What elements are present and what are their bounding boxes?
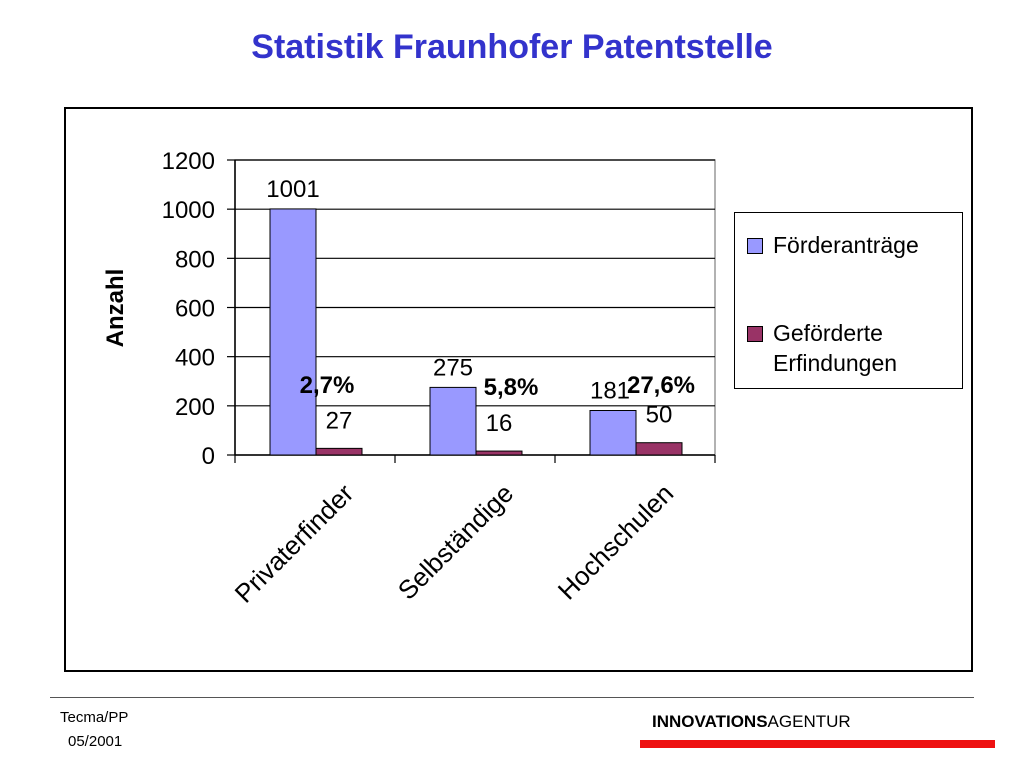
legend-swatch-foerderantraege [747,238,763,254]
chart-legend: Förderanträge Geförderte Erfindungen [734,212,963,389]
data-label: 181 [590,378,630,405]
brand-bar [640,740,995,748]
percentage-annotation: 27,6% [627,372,695,399]
x-tick-label: Privaterfinder [229,478,360,609]
bar [475,450,523,456]
bar [635,442,683,456]
x-tick-label: Selbständige [392,478,520,606]
footer-date: 05/2001 [68,733,123,750]
y-axis-label: Anzahl [102,269,129,348]
chart-frame [64,107,973,672]
legend-label: Förderanträge [773,232,919,258]
y-tick-label: 1000 [162,197,215,224]
legend-label: Geförderte Erfindungen [773,320,898,376]
footer-author: Tecma/PP [60,709,129,726]
bar [429,386,477,456]
data-label: 1001 [266,176,319,203]
legend-swatch-gefoerderte-erfindungen [747,326,763,342]
brand-bold: INNOVATIONS [652,712,768,731]
bar [315,447,363,456]
bar [269,208,317,456]
bar [589,410,637,456]
footer-info: Tecma/PP 05/2001 [60,706,128,754]
data-label: 27 [326,407,353,434]
bar-chart: 0 200 400 600 800 1000 1200 Anzahl 1001 27 2,7% Pri… [102,148,716,609]
x-tick-label: Hochschulen [552,478,680,606]
y-tick-label: 600 [175,296,215,323]
y-tick-label: 200 [175,394,215,421]
y-tick-label: 400 [175,345,215,372]
data-label: 16 [486,410,513,437]
percentage-annotation: 5,8% [484,374,539,401]
brand-regular: AGENTUR [767,712,851,731]
y-tick-label: 0 [202,443,215,470]
y-tick-label: 1200 [162,148,215,175]
percentage-annotation: 2,7% [300,372,355,399]
slide-title: Statistik Fraunhofer Patentstelle [251,28,773,66]
brand-logo: INNOVATIONSAGENTUR [652,712,851,732]
data-label: 275 [433,354,473,381]
data-label: 50 [646,402,673,429]
footer-divider [50,697,974,698]
y-tick-label: 800 [175,246,215,273]
